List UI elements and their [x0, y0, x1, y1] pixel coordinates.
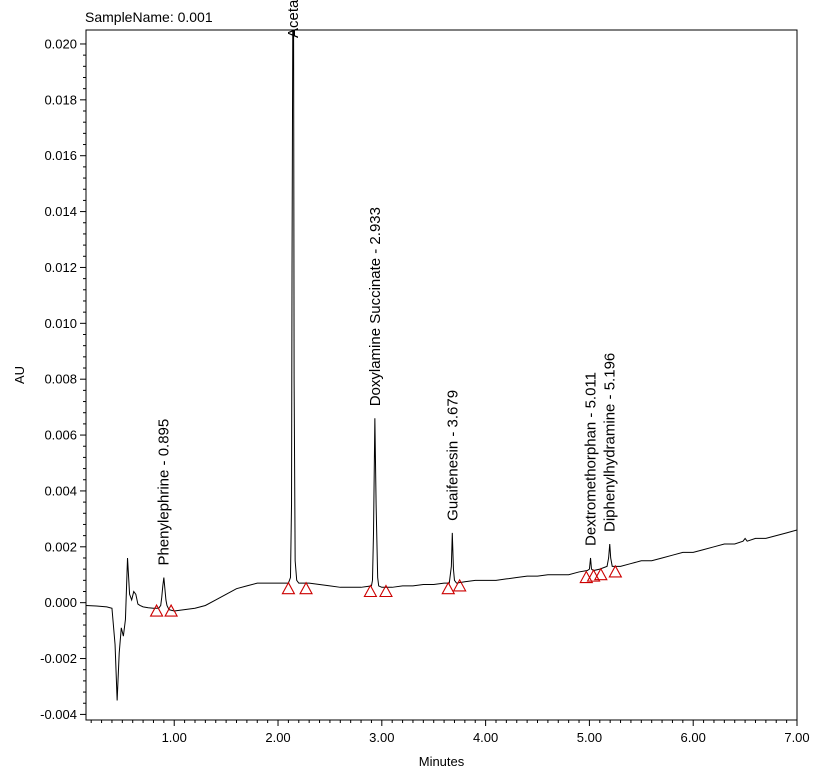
chart-axes: -0.004 -0.002 0.000 0.002 0.004 0.006 0.008 0.0… — [40, 29, 810, 745]
peak-label: Phenylephrine - 0.895 — [155, 419, 172, 566]
x-tick-label: 4.00 — [473, 730, 498, 745]
y-tick-label: 0.000 — [44, 595, 77, 610]
integration-marker — [593, 567, 608, 581]
x-tick-label: 7.00 — [784, 730, 809, 745]
y-tick-label: 0.006 — [44, 428, 77, 443]
y-tick-label: 0.014 — [44, 204, 77, 219]
peak-label: Dextromethorphan - 5.011 — [583, 372, 600, 546]
chromatogram-trace — [86, 30, 797, 701]
x-tick-label: 2.00 — [265, 730, 290, 745]
plot-frame — [85, 29, 798, 721]
y-tick-label: -0.004 — [40, 707, 77, 722]
integration-marker — [379, 584, 393, 598]
x-tick-label: 5.00 — [577, 730, 602, 745]
x-tick-label: 3.00 — [369, 730, 394, 745]
peak-label: Doxylamine Succinate - 2.933 — [367, 207, 384, 406]
y-tick-label: 0.012 — [44, 260, 77, 275]
integration-marker — [299, 581, 313, 595]
peak-label: Guaifenesin - 3.679 — [444, 390, 461, 521]
y-tick-label: 0.016 — [44, 148, 77, 163]
y-axis-title: AU — [12, 366, 27, 384]
integration-marker — [164, 603, 179, 617]
integration-marker — [452, 578, 467, 592]
integration-marker — [149, 603, 164, 617]
y-tick-label: -0.002 — [40, 651, 77, 666]
integration-marker — [363, 584, 378, 598]
peak-label: Diphenylhydramine - 5.196 — [602, 353, 619, 532]
y-tick-label: 0.020 — [44, 36, 77, 51]
y-tick-label: 0.002 — [44, 539, 77, 554]
y-tick-label: 0.008 — [44, 372, 77, 387]
chart-plot-area: Phenylephrine - 0.895 Acetaminophan - 2.1… — [86, 0, 797, 701]
x-tick-label: 1.00 — [162, 730, 187, 745]
integration-marker — [608, 564, 623, 578]
y-tick-label: 0.018 — [44, 92, 77, 107]
peak-label: Acetaminophan - 2.142 — [285, 0, 302, 38]
y-tick-label: 0.004 — [44, 483, 77, 498]
integration-marker — [281, 581, 296, 595]
x-axis-title: Minutes — [419, 754, 465, 769]
sample-name-label: SampleName: 0.001 — [85, 9, 213, 25]
y-tick-label: 0.010 — [44, 316, 77, 331]
x-tick-label: 6.00 — [681, 730, 706, 745]
integration-marker — [441, 581, 456, 595]
